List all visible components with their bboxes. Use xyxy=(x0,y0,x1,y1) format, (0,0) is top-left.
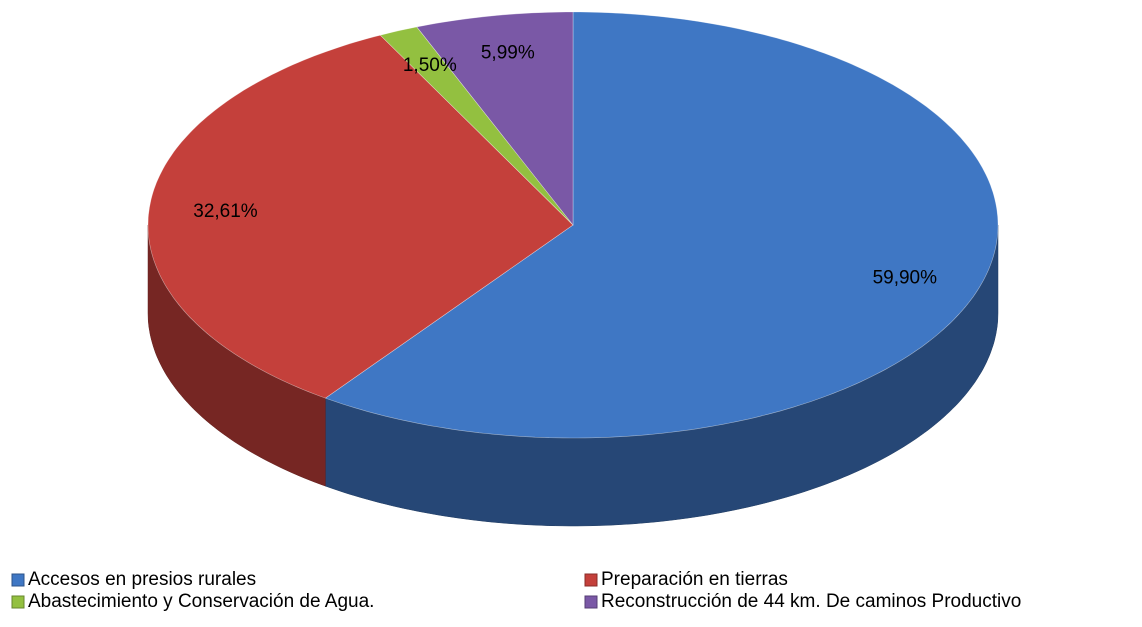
slice xyxy=(324,11,999,439)
legend-label: Preparación en tierras xyxy=(601,569,788,590)
data-label: 59,90% xyxy=(873,268,938,289)
data-label: 32,61% xyxy=(193,201,258,222)
slice xyxy=(147,34,574,399)
data-label: 5,99% xyxy=(481,42,535,63)
slice xyxy=(379,26,574,226)
legend-swatch xyxy=(11,595,25,609)
legend-swatch xyxy=(584,573,598,587)
slice xyxy=(416,11,574,226)
legend-label: Reconstrucción de 44 km. De caminos Prod… xyxy=(601,591,1021,612)
data-label: 1,50% xyxy=(403,55,457,76)
legend-swatch xyxy=(584,595,598,609)
legend-swatch xyxy=(11,573,25,587)
legend-label: Abastecimiento y Conservación de Agua. xyxy=(28,591,374,612)
legend-label: Accesos en presios rurales xyxy=(28,569,256,590)
